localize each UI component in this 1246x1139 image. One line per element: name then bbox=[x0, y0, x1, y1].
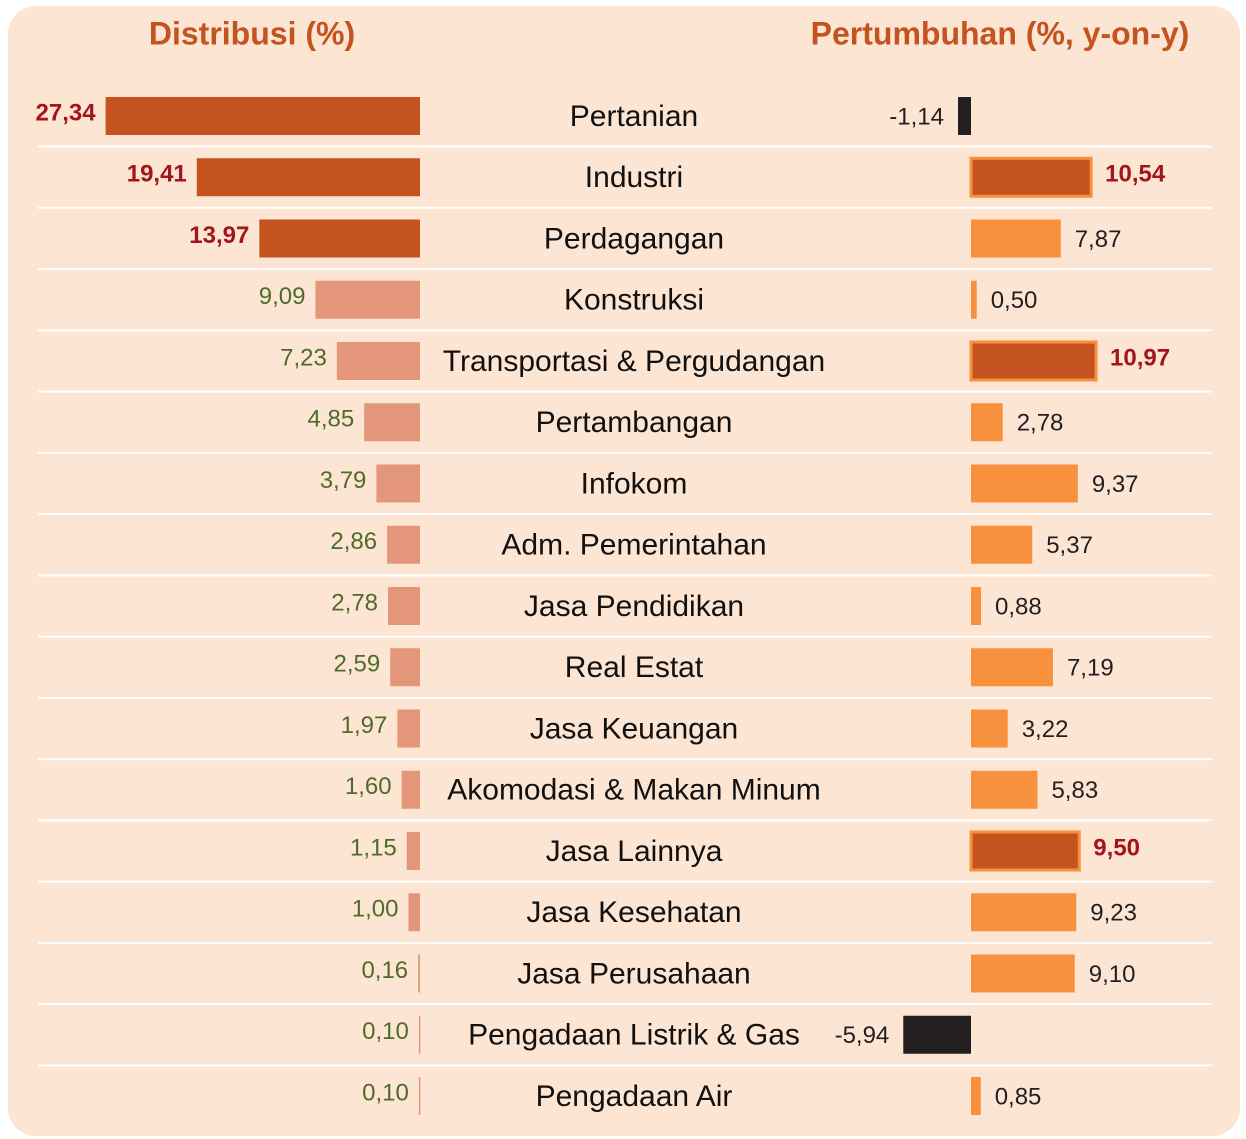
distribution-bar bbox=[406, 832, 420, 870]
distribution-label: 2,86 bbox=[330, 528, 377, 555]
growth-label: 7,19 bbox=[1067, 655, 1114, 682]
distribution-label: 1,00 bbox=[352, 896, 399, 923]
growth-label: 7,87 bbox=[1075, 226, 1122, 253]
growth-bar bbox=[971, 893, 1077, 932]
growth-bar bbox=[971, 648, 1053, 687]
category-label: Infokom bbox=[581, 467, 688, 500]
growth-label: 10,97 bbox=[1110, 344, 1170, 371]
distribution-bar bbox=[418, 1015, 421, 1054]
category-label: Jasa Perusahaan bbox=[517, 957, 751, 990]
distribution-label: 9,09 bbox=[259, 283, 306, 310]
distribution-label: 19,41 bbox=[127, 161, 187, 188]
category-label: Pertanian bbox=[570, 100, 698, 133]
category-label: Perdagangan bbox=[544, 222, 724, 255]
growth-bar bbox=[903, 1015, 971, 1054]
distribution-bar bbox=[408, 893, 420, 932]
distribution-bar bbox=[418, 954, 420, 993]
growth-label: 0,85 bbox=[995, 1083, 1042, 1110]
distribution-bar bbox=[387, 525, 420, 564]
distribution-label: 2,59 bbox=[333, 651, 380, 678]
growth-bar bbox=[971, 1077, 981, 1115]
growth-bar bbox=[969, 156, 1093, 198]
distribution-label: 0,10 bbox=[362, 1018, 409, 1045]
growth-label: -1,14 bbox=[889, 103, 944, 130]
distribution-label: 27,34 bbox=[36, 99, 97, 126]
category-label: Real Estat bbox=[565, 651, 704, 684]
category-label: Pertambangan bbox=[536, 406, 733, 439]
distribution-label: 7,23 bbox=[280, 344, 327, 371]
distribution-label: 0,16 bbox=[361, 957, 408, 984]
growth-label: -5,94 bbox=[835, 1022, 890, 1049]
distribution-bar bbox=[196, 158, 420, 197]
category-label: Jasa Kesehatan bbox=[526, 896, 741, 929]
growth-bar bbox=[971, 709, 1008, 748]
distribution-bar bbox=[376, 464, 420, 503]
distribution-label: 0,10 bbox=[362, 1079, 409, 1106]
category-label: Industri bbox=[585, 161, 683, 194]
growth-bar bbox=[971, 525, 1033, 564]
growth-bar bbox=[969, 830, 1081, 872]
distribution-bar bbox=[388, 587, 420, 625]
growth-label: 5,83 bbox=[1051, 777, 1098, 804]
category-label: Pengadaan Air bbox=[536, 1080, 733, 1113]
distribution-bar bbox=[401, 770, 420, 809]
distribution-label: 3,79 bbox=[320, 467, 367, 494]
distribution-label: 1,15 bbox=[350, 834, 397, 861]
growth-bar bbox=[958, 97, 971, 135]
growth-label: 9,10 bbox=[1089, 961, 1136, 988]
growth-bar bbox=[969, 340, 1098, 382]
growth-label: 3,22 bbox=[1022, 716, 1069, 743]
growth-bar bbox=[971, 587, 982, 625]
distribution-label: 1,60 bbox=[345, 773, 392, 800]
distribution-bar bbox=[364, 403, 420, 442]
distribution-bar bbox=[418, 1077, 421, 1115]
growth-bar bbox=[971, 770, 1038, 809]
category-label: Akomodasi & Makan Minum bbox=[447, 774, 820, 807]
distribution-bar bbox=[105, 97, 420, 135]
distribution-bar bbox=[397, 709, 420, 748]
growth-label: 9,23 bbox=[1090, 900, 1137, 927]
growth-label: 0,88 bbox=[995, 593, 1042, 620]
category-label: Jasa Keuangan bbox=[530, 712, 739, 745]
distribution-bar bbox=[259, 219, 420, 258]
category-label: Konstruksi bbox=[564, 284, 704, 317]
growth-label: 9,50 bbox=[1093, 834, 1140, 861]
growth-bar bbox=[971, 954, 1075, 993]
growth-label: 9,37 bbox=[1092, 471, 1139, 498]
growth-bar bbox=[971, 280, 977, 319]
growth-bar bbox=[971, 219, 1061, 258]
growth-bar bbox=[971, 464, 1078, 503]
growth-label: 2,78 bbox=[1017, 410, 1064, 437]
distribution-label: 4,85 bbox=[308, 406, 355, 433]
distribution-bar bbox=[390, 648, 420, 687]
distribution-bar bbox=[336, 342, 420, 380]
distribution-label: 2,78 bbox=[331, 589, 378, 616]
distribution-label: 1,97 bbox=[341, 712, 388, 739]
growth-label: 0,50 bbox=[991, 287, 1038, 314]
growth-label: 5,37 bbox=[1046, 532, 1093, 559]
left-title: Distribusi (%) bbox=[149, 15, 355, 51]
category-label: Pengadaan Listrik & Gas bbox=[468, 1019, 800, 1052]
distribution-label: 13,97 bbox=[189, 222, 249, 249]
right-title: Pertumbuhan (%, y-on-y) bbox=[811, 15, 1190, 51]
category-label: Jasa Pendidikan bbox=[524, 590, 744, 623]
distribution-bar bbox=[315, 280, 420, 319]
category-label: Transportasi & Pergudangan bbox=[443, 345, 825, 378]
growth-bar bbox=[971, 403, 1003, 442]
growth-label: 10,54 bbox=[1105, 161, 1166, 188]
category-label: Jasa Lainnya bbox=[546, 835, 723, 868]
category-label: Adm. Pemerintahan bbox=[501, 529, 766, 562]
